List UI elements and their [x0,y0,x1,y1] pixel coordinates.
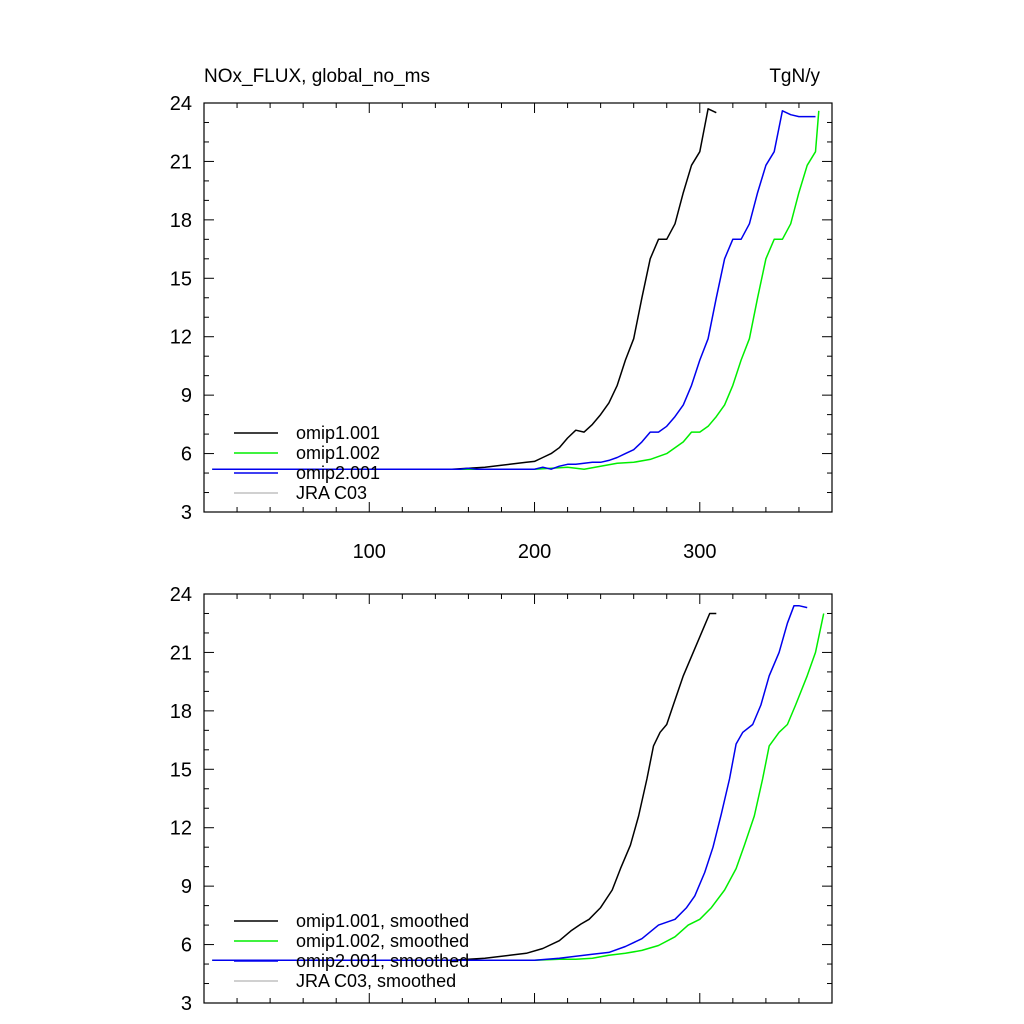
y-tick-label: 6 [181,444,192,466]
y-tick-label: 9 [181,385,192,407]
series-line-1 [212,613,825,961]
x-tick-label: 300 [683,541,716,563]
legend-entry: omip2.001 [296,463,380,483]
legend-entry: omip1.002 [296,443,380,463]
y-tick-label: 3 [181,993,192,1015]
y-tick-label: 15 [170,759,192,781]
y-tick-label: 21 [170,151,192,173]
y-tick-label: 3 [181,502,192,524]
legend-entry: JRA C03 [296,483,367,503]
series-line-0 [212,612,717,961]
y-tick-label: 15 [170,268,192,290]
series-line-2 [212,604,808,961]
x-tick-label: 100 [353,541,386,563]
plot-frame [203,593,833,1004]
y-tick-label: 24 [170,584,192,606]
legend-entry: omip1.002, smoothed [296,931,469,951]
y-tick-label: 12 [170,818,192,840]
y-tick-label: 24 [170,93,192,115]
legend-entry: omip1.001, smoothed [296,911,469,931]
panel-units: TgN/y [769,66,820,87]
y-tick-label: 9 [181,876,192,898]
panel-title: NOx_FLUX, global_no_ms [204,66,430,87]
x-tick-label: 200 [518,541,551,563]
series-line-1 [212,110,820,470]
series-line-0 [212,108,717,470]
y-tick-label: 6 [181,935,192,957]
legend-entry: JRA C03, smoothed [296,971,456,991]
plot-frame [203,102,833,513]
y-tick-label: 18 [170,701,192,723]
legend-entry: omip1.001 [296,423,380,443]
legend-entry: omip2.001, smoothed [296,951,469,971]
y-tick-label: 12 [170,327,192,349]
y-tick-label: 21 [170,642,192,664]
top-panel: NOx_FLUX, global_no_ms TgN/y 3 6 9 12 15 18 21… [170,66,833,563]
bottom-panel: 3 6 9 12 15 18 21 24 omip1.001, smoothedomip1.00… [170,584,833,1015]
series-line-2 [212,110,816,470]
y-tick-label: 18 [170,210,192,232]
